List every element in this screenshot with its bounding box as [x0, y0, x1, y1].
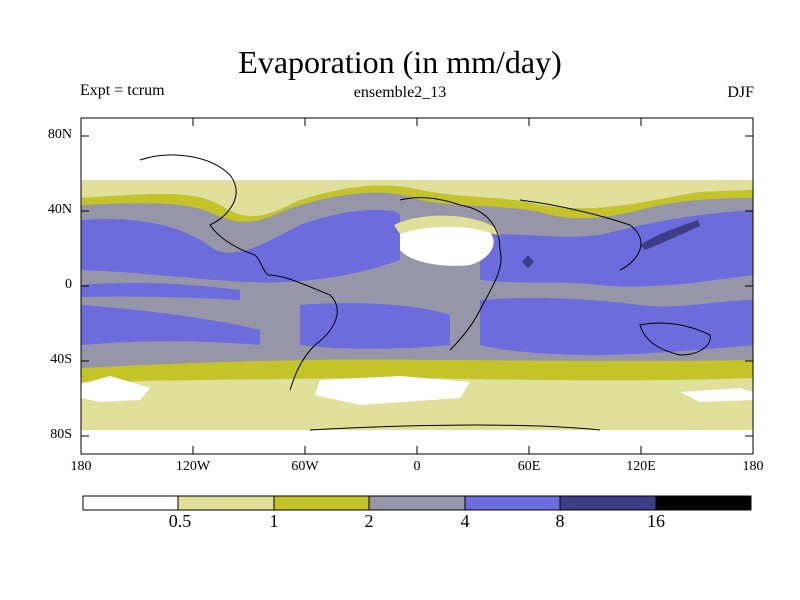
- lon-label-60w: 60W: [291, 459, 319, 474]
- zone-sahara-edge: [394, 215, 500, 236]
- zone-pacific-equator-blue: [81, 282, 240, 300]
- zone-north-yellow-green: [81, 185, 753, 222]
- colorbar-swatch-5: [560, 496, 656, 510]
- lon-label-0: 0: [413, 459, 421, 474]
- zone-south-atlantic-blue: [300, 303, 450, 349]
- zone-north-atlantic-pacific-blue: [81, 209, 400, 283]
- season-label: DJF: [727, 84, 754, 101]
- lat-label-80n: 80N: [47, 127, 72, 142]
- colorbar-swatch-3: [369, 496, 465, 510]
- colorbar-label-8: 8: [555, 511, 565, 531]
- colorbar-swatch-1: [178, 496, 274, 510]
- colorbar-label-1: 1: [269, 511, 279, 531]
- coastlines: [139, 154, 711, 431]
- colorbar-label-0-5: 0.5: [168, 511, 192, 531]
- zone-south-light-yellow: [81, 378, 753, 430]
- colorbar: [82, 495, 752, 511]
- lat-label-80s: 80S: [50, 427, 72, 442]
- zone-kuroshio-dark: [640, 220, 700, 250]
- zone-south-white-3: [680, 388, 753, 402]
- lon-label-180e: 180: [742, 459, 764, 474]
- coast-asia: [519, 199, 642, 271]
- lat-label-0: 0: [65, 277, 72, 292]
- map-field: [81, 118, 753, 454]
- zone-south-pacific-blue: [81, 305, 260, 345]
- colorbar-label-2: 2: [364, 511, 374, 531]
- experiment-label: Expt = tcrum: [80, 82, 165, 99]
- chart-title: Evaporation (in mm/day): [238, 44, 562, 80]
- coast-antarctica: [309, 424, 601, 431]
- lon-label-120e: 120E: [626, 459, 656, 474]
- colorbar-swatch-4: [465, 496, 560, 510]
- coast-australia: [639, 322, 711, 356]
- lat-label-40n: 40N: [47, 202, 72, 217]
- ensemble-label: ensemble2_13: [353, 84, 447, 101]
- zone-arctic-white: [81, 118, 753, 180]
- colorbar-label-16: 16: [647, 511, 665, 531]
- zone-south-indian-blue: [480, 297, 753, 355]
- colorbar-swatch-2: [274, 496, 369, 510]
- zone-south-white-1: [81, 376, 150, 402]
- colorbar-swatch-6: [656, 496, 751, 510]
- zone-arabian-dark: [522, 255, 534, 268]
- colorbar-frame: [82, 495, 752, 511]
- colorbar-swatch-0: [83, 496, 178, 510]
- coast-south-america: [267, 274, 338, 391]
- lat-label-40s: 40S: [50, 352, 72, 367]
- lon-label-180w: 180: [70, 459, 92, 474]
- coast-africa: [399, 197, 502, 351]
- axis-ticks: [81, 118, 753, 454]
- zone-north-light-yellow: [81, 180, 753, 217]
- coast-north-america: [139, 154, 269, 276]
- colorbar-label-4: 4: [460, 511, 470, 531]
- lon-label-120w: 120W: [175, 459, 211, 474]
- zone-sahara-white: [400, 223, 494, 266]
- zone-south-white-2: [315, 376, 470, 405]
- zone-south-yellow-green: [81, 359, 753, 382]
- lon-label-60e: 60E: [517, 459, 541, 474]
